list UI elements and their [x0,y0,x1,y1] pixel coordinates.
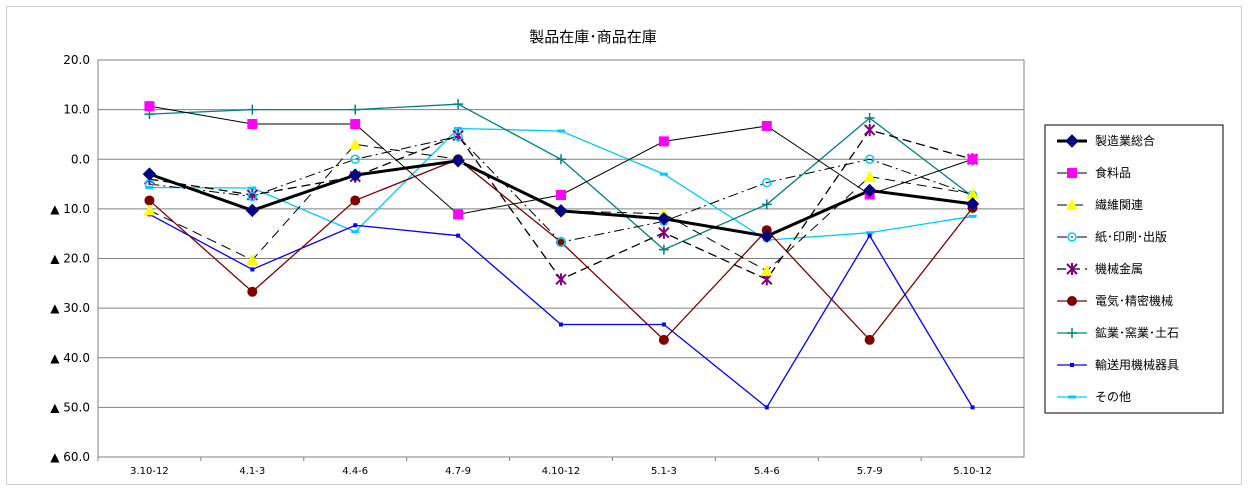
data-point [864,113,875,124]
x-tick-label: 3.10-12 [130,466,169,477]
data-point [453,99,464,110]
data-point [247,119,258,130]
data-point [659,172,668,176]
legend-label: その他 [1095,390,1131,404]
legend-marker [1065,134,1079,148]
data-point [863,170,876,182]
data-point [760,229,774,243]
data-point [247,104,258,115]
legend-marker [1068,395,1076,399]
y-tick-label: 20.0 [63,53,90,67]
data-point [864,334,875,345]
data-point [556,237,566,247]
data-point [247,286,258,297]
x-tick-label: 5.10-12 [953,466,992,477]
data-point [348,168,362,182]
data-point [456,233,461,238]
data-point [143,204,156,216]
data-point [865,231,874,235]
data-point [144,195,155,206]
y-tick-label: 0.0 [71,152,90,166]
legend-label: 食料品 [1095,165,1131,180]
data-point [658,136,669,147]
data-point [966,187,979,199]
x-tick-label: 5.4-6 [754,466,780,477]
data-point [864,154,875,164]
data-point [965,197,980,211]
data-point [350,104,361,115]
data-point [658,244,669,255]
data-point [349,138,362,150]
data-point [760,264,773,276]
data-point [353,223,358,228]
data-point [350,154,360,164]
data-point [970,405,975,410]
data-point [554,204,568,218]
data-point [454,126,463,130]
legend-label: 紙･印刷･出版 [1095,229,1167,244]
data-point [661,322,666,327]
legend-label: 製造業総合 [1095,133,1155,148]
data-point [862,183,877,198]
data-point [556,189,566,200]
legend-marker [1070,363,1074,367]
data-point [867,233,872,238]
legend-label: 繊維関連 [1095,198,1143,212]
data-point [657,212,671,226]
data-point [556,154,566,165]
data-point [557,129,565,133]
data-point [250,267,255,272]
data-point [350,195,361,206]
x-tick-label: 4.10-12 [542,466,581,477]
legend-label: 鉱業･窯業･土石 [1095,325,1179,340]
data-point [559,322,563,327]
data-point [658,334,669,345]
data-point [451,154,465,168]
data-point [762,177,772,188]
chart-title: 製品在庫･商品在庫 [529,28,657,46]
data-point [247,191,258,202]
data-point [350,119,361,130]
legend-marker [1067,296,1077,306]
legend-label: 電気･精密機械 [1095,293,1173,308]
data-point [453,209,464,220]
legend-marker [1067,168,1077,178]
data-point [246,253,259,265]
y-tick-label: ▲ 10.0 [50,202,90,216]
x-tick-label: 5.7-9 [857,466,883,477]
data-point [555,273,567,286]
y-tick-label: ▲ 20.0 [50,252,90,266]
legend-marker [1066,199,1078,210]
legend-marker [1067,232,1077,242]
x-tick-label: 4.1-3 [239,466,265,477]
x-tick-label: 4.7-9 [445,466,471,477]
legend-label: 機械金属 [1095,261,1143,276]
data-point [351,230,360,234]
legend-label: 輸送用機械器具 [1095,357,1179,372]
data-point [453,131,463,142]
data-point [144,101,155,112]
y-tick-label: ▲ 60.0 [50,450,90,464]
data-point [761,121,772,132]
x-tick-label: 5.1-3 [651,466,677,477]
y-tick-label: ▲ 30.0 [50,301,90,315]
data-point [968,214,977,218]
y-tick-label: 10.0 [63,103,90,117]
data-point [658,226,670,239]
data-point [142,167,157,181]
data-point [863,123,876,136]
data-point [967,154,978,165]
data-point [245,203,260,218]
data-point [761,199,772,210]
legend-marker [1066,263,1078,275]
y-tick-label: ▲ 50.0 [50,400,90,414]
data-point [248,186,257,190]
y-tick-label: ▲ 40.0 [50,351,90,365]
data-point [764,405,769,410]
x-tick-label: 4.4-6 [342,466,368,477]
legend-marker [1067,328,1077,338]
